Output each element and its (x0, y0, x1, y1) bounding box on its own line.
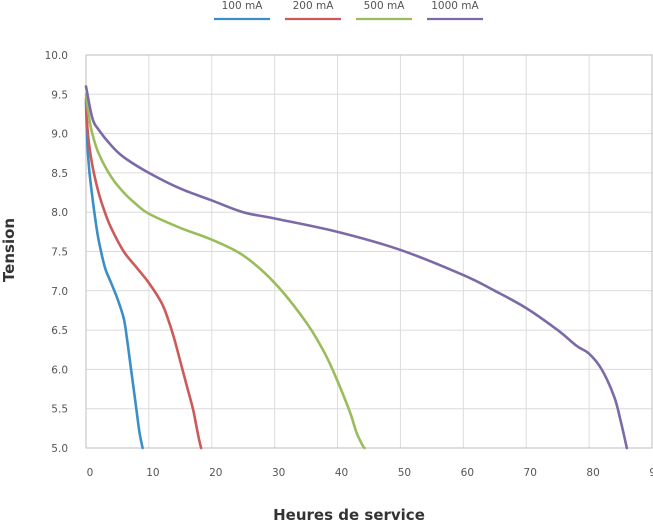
legend: 100 mA 200 mA 500 mA 1000 mA (214, 0, 483, 21)
grid-lines (85, 54, 653, 449)
x-tick-label: 60 (461, 467, 474, 479)
x-tick-label: 20 (209, 467, 222, 479)
x-tick-label: 80 (586, 467, 599, 479)
y-tick-label: 5.0 (51, 443, 68, 455)
x-tick-labels: 0 10 20 30 40 50 60 70 80 90 (87, 467, 653, 479)
x-tick-label: 50 (398, 467, 411, 479)
y-tick-label: 5.5 (51, 404, 68, 416)
series-line-100-ma (84, 100, 144, 450)
y-tick-label: 8.0 (51, 207, 68, 219)
series-lines (84, 85, 629, 450)
x-tick-label: 30 (272, 467, 285, 479)
x-axis-title: Heures de service (273, 506, 425, 521)
y-tick-label: 6.0 (51, 364, 68, 376)
y-tick-labels: 10.0 9.5 9.0 8.5 8.0 7.5 7.0 6.5 6.0 5.5 5.0 (45, 50, 68, 455)
y-tick-label: 8.5 (51, 168, 68, 180)
legend-label: 1000 mA (431, 0, 479, 12)
x-tick-label: 10 (146, 467, 159, 479)
y-axis-title: Tension (0, 218, 18, 282)
x-tick-label: 0 (87, 467, 94, 479)
y-tick-label: 6.5 (51, 325, 68, 337)
y-tick-label: 7.5 (51, 247, 68, 259)
series-line-1000-ma (84, 85, 629, 450)
legend-label: 200 mA (293, 0, 335, 12)
y-tick-label: 7.0 (51, 286, 68, 298)
y-tick-label: 10.0 (45, 50, 68, 62)
plot-frame (85, 54, 653, 449)
legend-label: 100 mA (222, 0, 264, 12)
series-line-500-ma (84, 93, 366, 450)
x-tick-label: 70 (524, 467, 537, 479)
y-tick-label: 9.0 (51, 129, 68, 141)
x-tick-label: 90 (649, 467, 653, 479)
x-tick-label: 40 (335, 467, 348, 479)
y-tick-label: 9.5 (51, 89, 68, 101)
legend-label: 500 mA (364, 0, 406, 12)
series-line-200-ma (84, 96, 203, 450)
